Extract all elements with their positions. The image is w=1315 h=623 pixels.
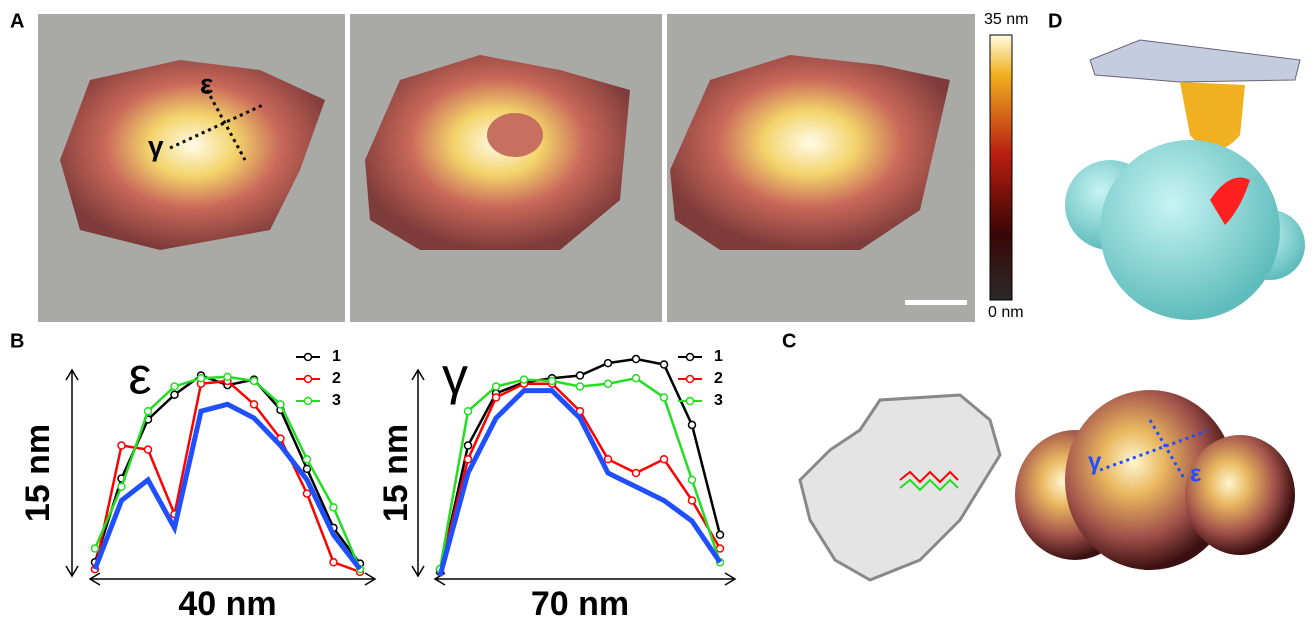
data-point <box>145 446 152 453</box>
data-point <box>198 375 205 382</box>
data-point <box>493 383 500 390</box>
legend-marker <box>305 398 312 405</box>
scale-bar <box>905 300 967 305</box>
legend-label: 3 <box>332 392 341 409</box>
data-point <box>577 372 584 379</box>
data-point <box>661 456 668 463</box>
data-point <box>689 476 696 483</box>
colorbar-label: 0 nm <box>988 304 1024 321</box>
data-point <box>717 545 724 552</box>
data-point <box>304 465 311 472</box>
data-point <box>171 383 178 390</box>
x-axis-label: 40 nm <box>178 585 276 623</box>
data-line <box>95 404 360 569</box>
data-point <box>251 401 258 408</box>
colorbar-scale <box>990 35 1012 300</box>
annotation: ε <box>1190 460 1201 487</box>
chart-title: γ <box>442 348 468 406</box>
figure: ε γ 35 nm 0 nm A B C D γ ε 15 nm 40 nm ε 1 2… <box>0 0 1315 623</box>
panel-label: B <box>10 330 24 352</box>
data-point <box>689 421 696 428</box>
model-d <box>1065 40 1305 320</box>
data-point <box>330 559 337 566</box>
data-point <box>465 456 472 463</box>
legend-label: 1 <box>332 348 341 365</box>
data-point <box>717 531 724 538</box>
data-point <box>605 360 612 367</box>
data-point <box>493 394 500 401</box>
afm-images: ε γ <box>38 14 975 322</box>
data-point <box>330 504 337 511</box>
panel-label: A <box>10 10 24 32</box>
data-point <box>549 377 556 384</box>
legend-marker <box>687 398 694 405</box>
data-point <box>521 376 528 383</box>
data-line <box>440 378 720 569</box>
afm-tip <box>1180 82 1245 150</box>
data-point <box>277 401 284 408</box>
chart-title: ε <box>128 348 151 406</box>
y-axis-label: 15 nm <box>19 424 57 522</box>
cantilever <box>1090 40 1300 82</box>
afm-particle <box>365 55 630 250</box>
legend-label: 2 <box>332 370 341 387</box>
data-point <box>689 497 696 504</box>
data-point <box>633 356 640 363</box>
data-point <box>118 483 125 490</box>
data-point <box>92 545 99 552</box>
annotation: γ <box>1088 448 1102 475</box>
data-point <box>465 442 472 449</box>
data-point <box>661 394 668 401</box>
panel-label: D <box>1048 10 1062 32</box>
model-c: γ ε <box>800 390 1295 580</box>
data-point <box>251 377 258 384</box>
annotation: γ <box>148 130 164 161</box>
data-point <box>605 456 612 463</box>
data-point <box>465 408 472 415</box>
data-point <box>633 375 640 382</box>
panel-label: C <box>782 330 796 352</box>
data-point <box>224 373 231 380</box>
afm-cavity <box>487 113 543 157</box>
x-axis-label: 70 nm <box>531 585 629 623</box>
page: { "panels": { "A": {"label": "A", "annot… <box>0 0 1315 623</box>
annotation: ε <box>200 68 213 99</box>
data-line <box>95 381 360 572</box>
legend-label: 2 <box>714 370 723 387</box>
simulated-afm <box>1185 435 1295 555</box>
legend-marker <box>687 376 694 383</box>
legend-marker <box>687 354 694 361</box>
data-point <box>577 383 584 390</box>
data-point <box>118 442 125 449</box>
legend-marker <box>305 354 312 361</box>
data-point <box>304 456 311 463</box>
data-point <box>633 470 640 477</box>
colorbar: 35 nm 0 nm <box>984 11 1028 321</box>
legend-marker <box>305 376 312 383</box>
data-point <box>661 361 668 368</box>
colorbar-label: 35 nm <box>984 11 1028 28</box>
data-line <box>440 359 720 572</box>
legend-label: 3 <box>714 392 723 409</box>
data-point <box>145 408 152 415</box>
data-point <box>605 380 612 387</box>
data-point <box>304 490 311 497</box>
legend-label: 1 <box>714 348 723 365</box>
y-axis-label: 15 nm <box>377 424 415 522</box>
data-point <box>171 391 178 398</box>
sphere <box>1100 140 1280 320</box>
